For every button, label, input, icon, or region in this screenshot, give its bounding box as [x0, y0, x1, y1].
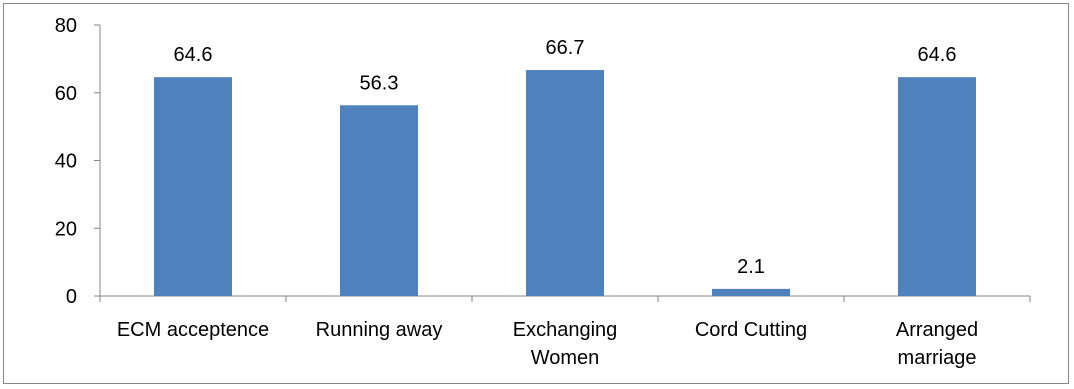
- bar: [898, 77, 976, 296]
- y-tick-label: 0: [66, 286, 77, 308]
- bar: [340, 105, 418, 296]
- category-label-line: Exchanging: [513, 319, 618, 341]
- bar: [526, 70, 604, 297]
- category-label-line: Running away: [316, 319, 443, 341]
- category-label: Arranged marriage: [896, 319, 978, 369]
- category-label-line: Women: [531, 347, 600, 369]
- category-label-line: marriage: [898, 347, 977, 369]
- y-tick-label: 40: [55, 151, 77, 173]
- category-label: Cord Cutting: [695, 319, 807, 341]
- bar: [154, 77, 232, 296]
- data-label: 64.6: [174, 44, 213, 66]
- data-label: 56.3: [360, 72, 399, 94]
- y-tick-label: 60: [55, 83, 77, 105]
- data-label: 2.1: [737, 256, 765, 278]
- y-tick-label: 20: [55, 218, 77, 240]
- category-label-line: Arranged: [896, 319, 978, 341]
- data-label: 66.7: [546, 37, 585, 59]
- category-label: Running away: [316, 319, 443, 341]
- category-label: Exchanging Women: [513, 319, 618, 369]
- y-tick-label: 80: [55, 15, 77, 37]
- bar: [712, 288, 790, 296]
- category-label-line: Cord Cutting: [695, 319, 807, 341]
- category-label: ECM acceptence: [117, 319, 269, 341]
- data-label: 64.6: [918, 44, 957, 66]
- category-label-line: ECM acceptence: [117, 319, 269, 341]
